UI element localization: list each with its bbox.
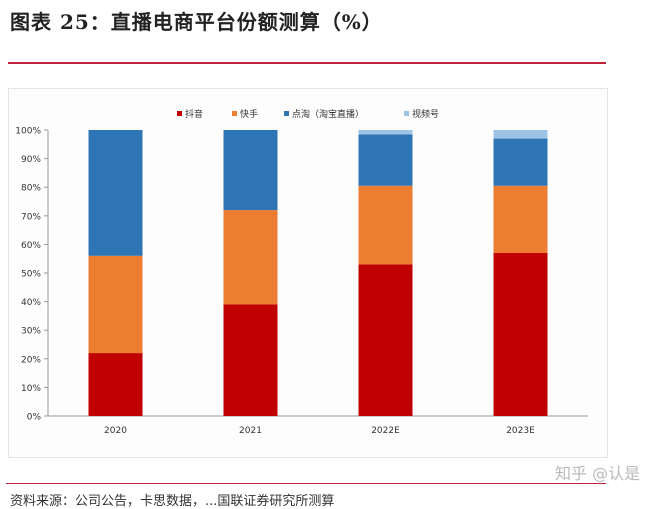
bar-2023E-点淘（淘宝直播） — [493, 138, 548, 186]
x-tick-label: 2022E — [371, 426, 400, 436]
y-tick-label: 60% — [21, 241, 41, 251]
bar-2022E-快手 — [358, 185, 413, 265]
legend-swatch — [284, 111, 289, 116]
bar-2021-抖音 — [223, 304, 278, 416]
bar-2020-快手 — [88, 255, 143, 354]
watermark: 知乎 @认是 — [555, 464, 641, 483]
y-tick-label: 10% — [21, 384, 41, 394]
y-tick-label: 0% — [27, 413, 42, 423]
x-tick-label: 2021 — [239, 426, 262, 436]
y-tick-label: 20% — [21, 355, 41, 365]
title-divider — [8, 62, 606, 64]
bar-2023E-视频号 — [493, 130, 548, 139]
chart-title: 图表 25：直播电商平台份额测算（%） — [10, 10, 383, 34]
bar-2020-抖音 — [88, 353, 143, 416]
bar-2022E-抖音 — [358, 264, 413, 416]
bar-2020-点淘（淘宝直播） — [88, 130, 143, 256]
y-tick-label: 100% — [15, 127, 41, 137]
y-tick-label: 90% — [21, 155, 41, 165]
y-tick-label: 30% — [21, 327, 41, 337]
legend-label: 点淘（淘宝直播） — [292, 108, 364, 120]
y-tick-label: 40% — [21, 298, 41, 308]
y-tick-label: 70% — [21, 212, 41, 222]
bar-2021-快手 — [223, 210, 278, 305]
x-tick-label: 2023E — [506, 426, 535, 436]
legend-swatch — [232, 111, 237, 116]
legend-swatch — [404, 111, 409, 116]
bar-2022E-视频号 — [358, 130, 413, 135]
y-tick-label: 50% — [21, 270, 41, 280]
bar-2023E-快手 — [493, 185, 548, 253]
x-tick-label: 2020 — [104, 426, 127, 436]
legend-label: 视频号 — [412, 108, 439, 120]
legend-label: 抖音 — [185, 108, 203, 120]
y-tick-label: 80% — [21, 184, 41, 194]
bar-2022E-点淘（淘宝直播） — [358, 134, 413, 186]
legend-swatch — [177, 111, 182, 116]
legend-label: 快手 — [240, 108, 258, 120]
bar-2021-点淘（淘宝直播） — [223, 130, 278, 211]
footer-divider — [6, 483, 606, 484]
bar-2023E-抖音 — [493, 252, 548, 416]
